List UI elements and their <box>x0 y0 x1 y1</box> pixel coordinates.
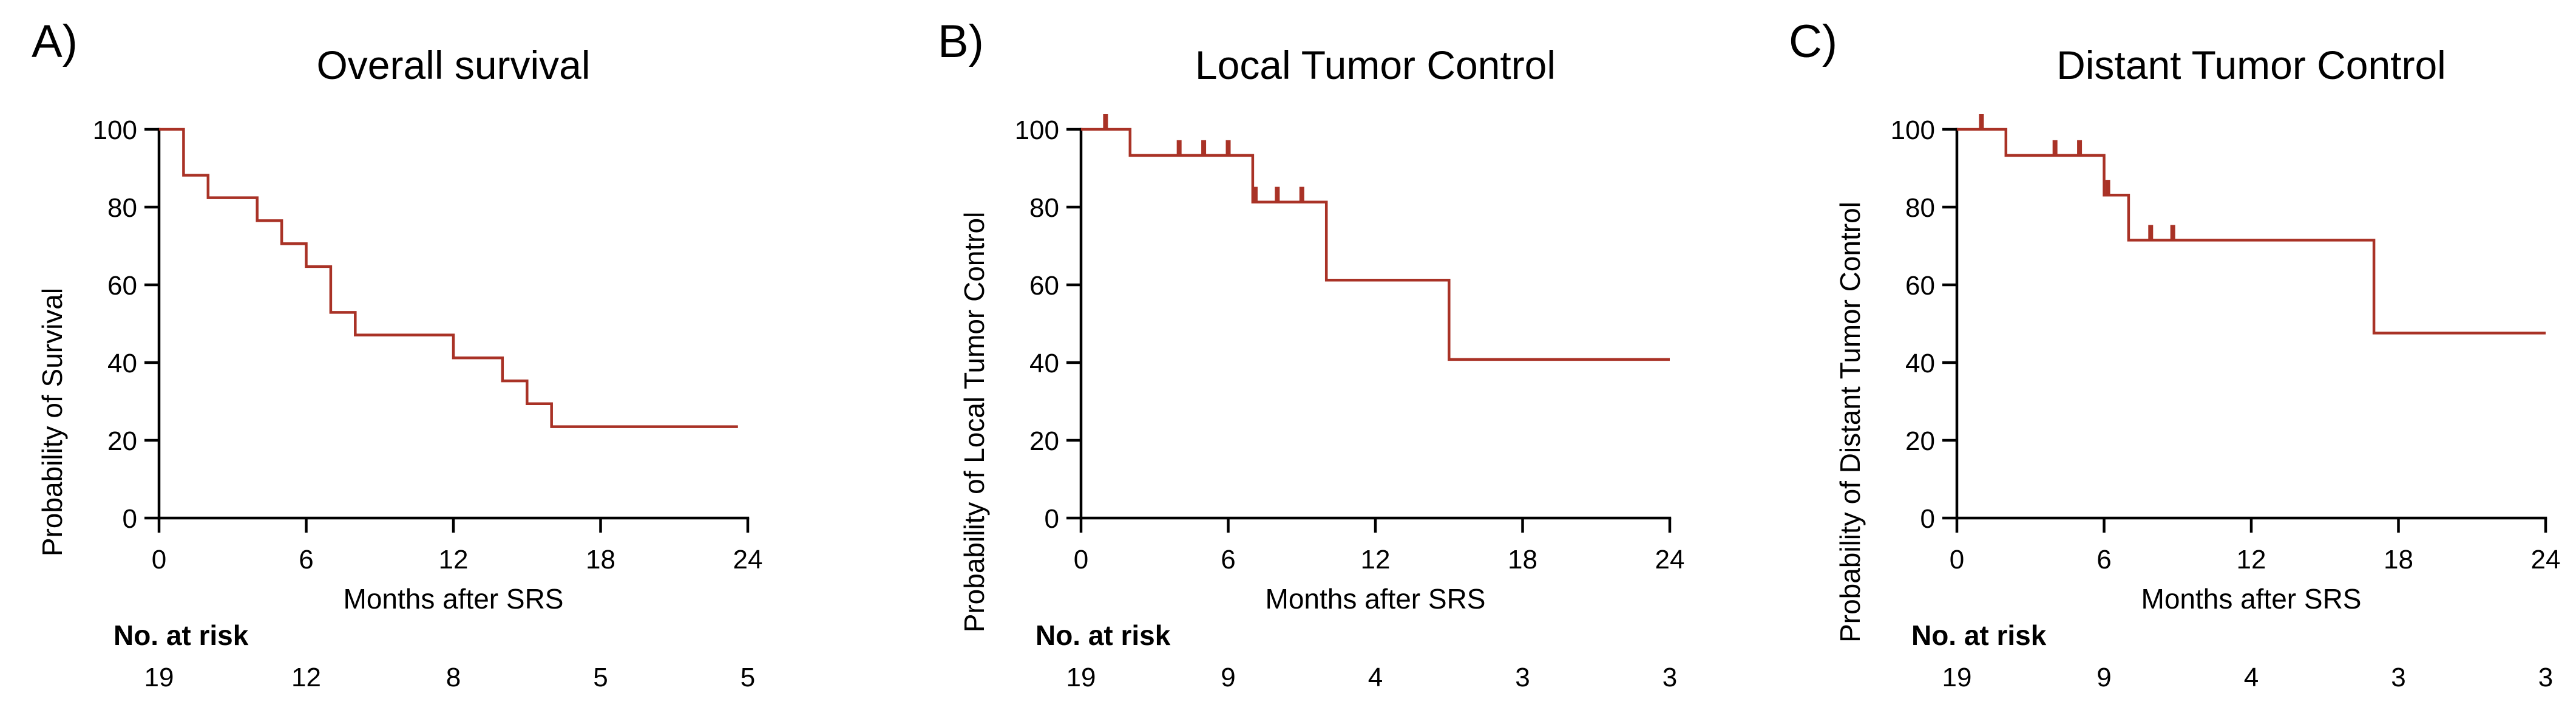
x-tick-label: 12 <box>439 545 469 575</box>
y-tick-label: 80 <box>1029 193 1059 223</box>
y-tick-label: 20 <box>107 426 137 456</box>
panel-title: Overall survival <box>316 43 590 87</box>
x-tick-label: 6 <box>1221 545 1235 575</box>
risk-count: 5 <box>593 663 608 692</box>
y-tick-label: 100 <box>93 115 137 145</box>
x-tick-label: 18 <box>2384 545 2413 575</box>
y-axis-label: Probability of Local Tumor Control <box>958 212 990 633</box>
panel-title: Distant Tumor Control <box>2056 43 2446 87</box>
km-panel-overall-survival: A) Overall survival Probability of Survi… <box>0 0 859 713</box>
risk-table-row: 19 9 4 3 3 <box>1066 663 1677 692</box>
y-tick-label: 100 <box>1014 115 1059 145</box>
risk-count: 19 <box>1942 663 1972 692</box>
risk-table-label: No. at risk <box>114 619 249 651</box>
risk-count: 4 <box>1368 663 1382 692</box>
axes <box>1956 128 2547 520</box>
x-tick-label: 24 <box>1655 545 1684 575</box>
y-tick-label: 80 <box>107 193 137 223</box>
risk-count: 3 <box>1662 663 1676 692</box>
x-axis-label: Months after SRS <box>344 583 564 615</box>
km-curve <box>1080 128 1670 361</box>
y-axis-label: Probability of Survival <box>36 288 68 556</box>
y-tick-label: 40 <box>1905 349 1935 378</box>
y-tick-label: 0 <box>1044 504 1059 534</box>
y-tick-label: 0 <box>1920 504 1935 534</box>
axes <box>157 128 750 520</box>
x-axis-ticks: 0 6 12 18 24 <box>1950 517 2561 575</box>
panel-title: Local Tumor Control <box>1195 43 1556 87</box>
y-tick-label: 20 <box>1905 426 1935 456</box>
y-tick-label: 20 <box>1029 426 1059 456</box>
y-tick-label: 40 <box>107 349 137 378</box>
y-tick-label: 60 <box>1905 271 1935 301</box>
km-panel-local-tumor-control: B) Local Tumor Control Probability of Lo… <box>858 0 1718 713</box>
risk-count: 9 <box>2097 663 2112 692</box>
risk-count: 3 <box>1515 663 1530 692</box>
km-panel-distant-tumor-control: C) Distant Tumor Control Probability of … <box>1717 0 2576 713</box>
x-tick-label: 6 <box>2097 545 2112 575</box>
risk-count: 3 <box>2391 663 2406 692</box>
risk-table-row: 19 12 8 5 5 <box>144 663 756 692</box>
risk-table-row: 19 9 4 3 3 <box>1942 663 2554 692</box>
x-tick-label: 0 <box>152 545 166 575</box>
y-axis-ticks: 0 20 40 60 80 100 <box>1891 115 1957 534</box>
y-tick-label: 80 <box>1905 193 1935 223</box>
y-tick-label: 40 <box>1029 349 1059 378</box>
risk-table-label: No. at risk <box>1911 619 2047 651</box>
risk-count: 9 <box>1221 663 1235 692</box>
risk-count: 19 <box>1066 663 1096 692</box>
panel-letter: C) <box>1789 16 1837 67</box>
x-tick-label: 24 <box>2531 545 2561 575</box>
km-curve <box>158 128 738 428</box>
risk-count: 5 <box>741 663 755 692</box>
risk-count: 4 <box>2244 663 2259 692</box>
km-curve <box>1957 128 2546 335</box>
x-axis-label: Months after SRS <box>1265 583 1485 615</box>
x-axis-ticks: 0 6 12 18 24 <box>1073 517 1684 575</box>
y-axis-label: Probability of Distant Tumor Control <box>1834 202 1866 643</box>
panel-letter: B) <box>938 16 984 67</box>
risk-count: 8 <box>446 663 461 692</box>
x-axis-ticks: 0 6 12 18 24 <box>152 517 763 575</box>
y-tick-label: 60 <box>1029 271 1059 301</box>
y-tick-label: 100 <box>1891 115 1935 145</box>
censor-marks <box>1979 114 2175 241</box>
y-tick-label: 60 <box>107 271 137 301</box>
x-tick-label: 6 <box>299 545 313 575</box>
risk-count: 3 <box>2538 663 2553 692</box>
x-tick-label: 0 <box>1950 545 1964 575</box>
x-tick-label: 0 <box>1073 545 1088 575</box>
panel-letter: A) <box>32 16 78 67</box>
x-tick-label: 18 <box>1508 545 1537 575</box>
x-axis-label: Months after SRS <box>2141 583 2362 615</box>
y-axis-ticks: 0 20 40 60 80 100 <box>1014 115 1081 534</box>
risk-count: 19 <box>144 663 174 692</box>
censor-marks <box>1103 114 1304 203</box>
x-tick-label: 24 <box>733 545 763 575</box>
y-tick-label: 0 <box>123 504 137 534</box>
x-tick-label: 12 <box>1360 545 1390 575</box>
x-tick-label: 18 <box>586 545 615 575</box>
risk-table-label: No. at risk <box>1035 619 1171 651</box>
axes <box>1079 128 1671 520</box>
risk-count: 12 <box>291 663 321 692</box>
x-tick-label: 12 <box>2237 545 2266 575</box>
y-axis-ticks: 0 20 40 60 80 100 <box>93 115 159 534</box>
